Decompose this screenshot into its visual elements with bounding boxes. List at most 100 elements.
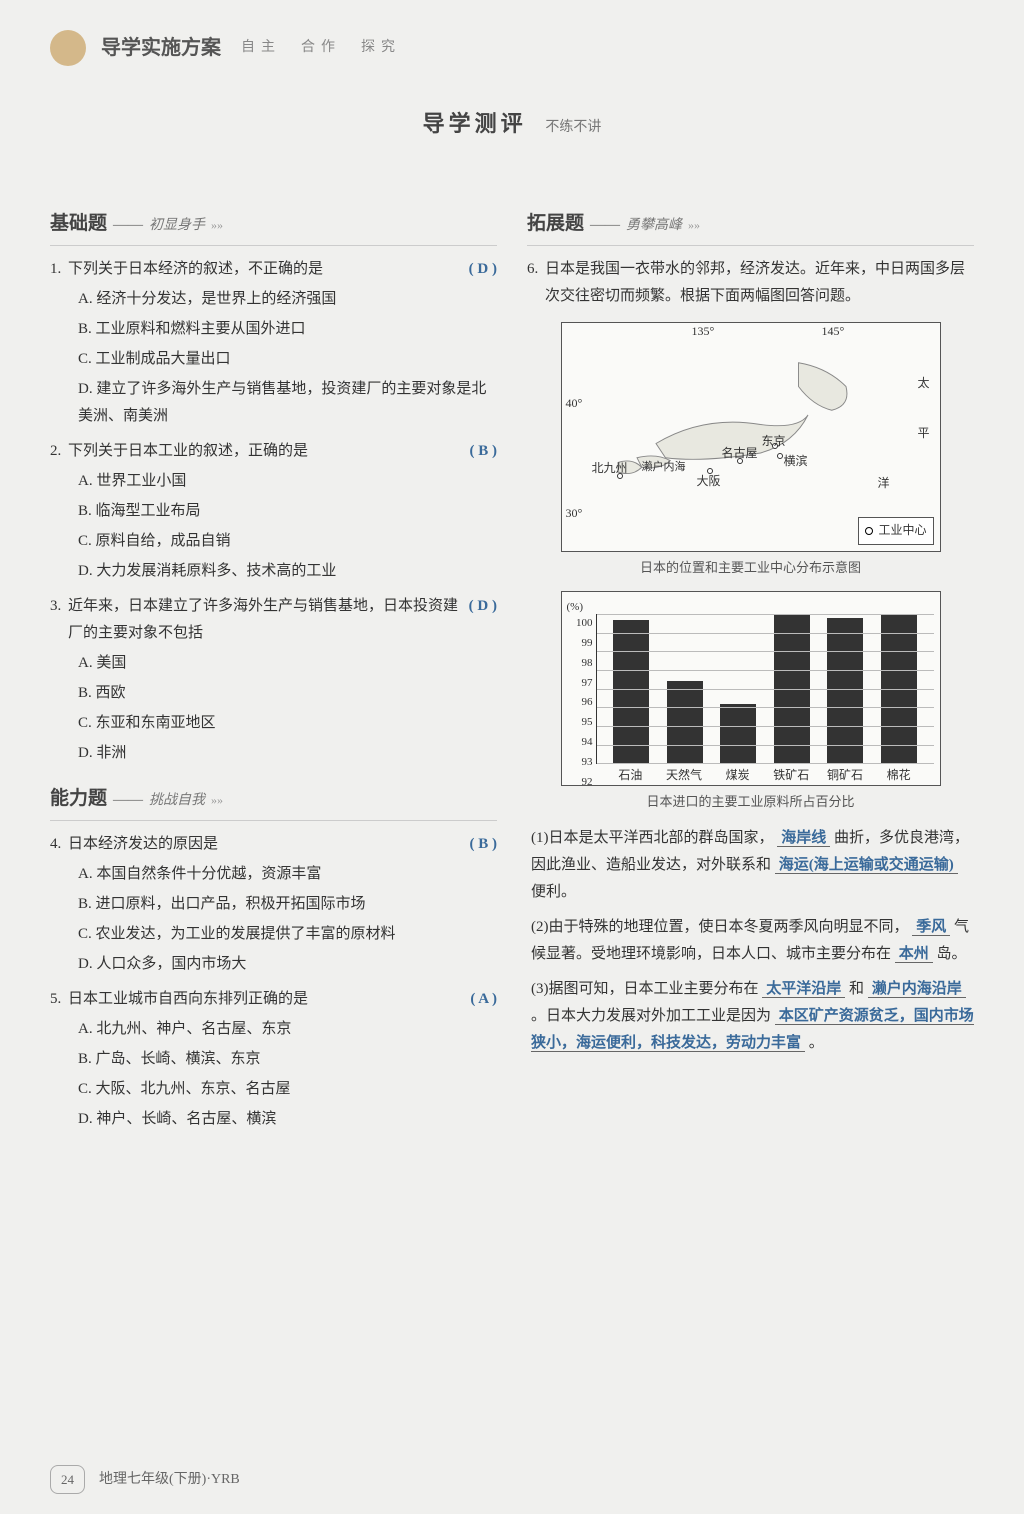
- page-header: 导学实施方案 自主 合作 探究: [50, 30, 974, 66]
- lon-145: 145°: [822, 321, 845, 343]
- seto-sea: 濑户内海: [642, 458, 686, 478]
- q4-opt-d: D. 人口众多，国内市场大: [78, 951, 497, 978]
- subq1-prefix: (1)日本是太平洋西北部的群岛国家，: [531, 830, 774, 846]
- banner-title: 导学测评: [423, 111, 527, 136]
- legend-text: 工业中心: [878, 520, 926, 542]
- subq-2: (2)由于特殊的地理位置，使日本冬夏两季风向明显不同， 季风 气候显著。受地理环…: [527, 914, 974, 968]
- ytick: 99: [569, 634, 593, 654]
- map-figure: 135° 145° 40° 30° 太 平 洋: [527, 322, 974, 579]
- subq1-suffix: 便利。: [531, 884, 576, 900]
- question-2: 2. 下列关于日本工业的叙述，正确的是 ( B ) A. 世界工业小国 B. 临…: [50, 438, 497, 585]
- question-5: 5. 日本工业城市自西向东排列正确的是 ( A ) A. 北九州、神户、名古屋、…: [50, 986, 497, 1133]
- section-extend-head: 拓展题 —— 勇攀高峰 »»: [527, 207, 974, 246]
- q6-stem: 日本是我国一衣带水的邻邦，经济发达。近年来，中日两国多层次交往密切而频繁。根据下…: [545, 256, 974, 310]
- ytick: 92: [569, 773, 593, 793]
- xlabel-1: 天然气: [666, 768, 702, 782]
- subq1-blank1: 海岸线: [777, 830, 830, 847]
- subq3-blank2: 濑户内海沿岸: [868, 981, 966, 998]
- bar-4: [827, 618, 863, 763]
- arrows-icon: »»: [211, 215, 223, 237]
- pacific-1: 太: [917, 373, 929, 395]
- q2-answer: ( B ): [470, 438, 498, 465]
- chart-caption: 日本进口的主要工业原料所占百分比: [527, 790, 974, 813]
- mascot-icon: [50, 30, 86, 66]
- q4-opt-b: B. 进口原料，出口产品，积极开拓国际市场: [78, 891, 497, 918]
- q3-stem: 近年来，日本建立了许多海外生产与销售基地，日本投资建厂的主要对象不包括: [68, 593, 461, 647]
- q5-opt-b: B. 广岛、长崎、横滨、东京: [78, 1046, 497, 1073]
- subq3-suffix: 。: [809, 1035, 824, 1051]
- bar-3: [774, 614, 810, 763]
- xlabel-3: 铁矿石: [773, 768, 809, 782]
- bar-0: [613, 620, 649, 763]
- arrows-icon: »»: [211, 790, 223, 812]
- map-caption: 日本的位置和主要工业中心分布示意图: [527, 556, 974, 579]
- subq-3: (3)据图可知，日本工业主要分布在 太平洋沿岸 和 濑户内海沿岸 。日本大力发展…: [527, 976, 974, 1057]
- q1-num: 1.: [50, 256, 68, 283]
- xlabel-5: 棉花: [881, 768, 917, 782]
- q3-opt-b: B. 西欧: [78, 680, 497, 707]
- ytick: 93: [569, 753, 593, 773]
- question-3: 3. 近年来，日本建立了许多海外生产与销售基地，日本投资建厂的主要对象不包括 (…: [50, 593, 497, 767]
- ytick: 95: [569, 713, 593, 733]
- y-axis-labels: 100 99 98 97 96 95 94 93 92: [569, 614, 593, 763]
- q1-opt-a: A. 经济十分发达，是世界上的经济强国: [78, 286, 497, 313]
- header-title: 导学实施方案: [101, 30, 221, 66]
- lat-40: 40°: [566, 393, 583, 415]
- subq3-mid1: 和: [849, 981, 864, 997]
- q3-opt-c: C. 东亚和东南亚地区: [78, 710, 497, 737]
- xlabel-4: 铜矿石: [827, 768, 863, 782]
- q2-options: A. 世界工业小国 B. 临海型工业布局 C. 原料自给，成品自销 D. 大力发…: [50, 468, 497, 585]
- q5-stem: 日本工业城市自西向东排列正确的是: [68, 986, 462, 1013]
- subq3-prefix: (3)据图可知，日本工业主要分布在: [531, 981, 759, 997]
- ytick: 96: [569, 693, 593, 713]
- subq2-blank1: 季风: [912, 919, 950, 936]
- q5-num: 5.: [50, 986, 68, 1013]
- lon-135: 135°: [692, 321, 715, 343]
- city-nagoya: 名古屋: [722, 443, 758, 465]
- xlabel-2: 煤炭: [720, 768, 756, 782]
- banner-subtitle: 不练不讲: [545, 120, 601, 135]
- subq3-mid2: 。日本大力发展对外加工工业是因为: [531, 1008, 771, 1024]
- q3-answer: ( D ): [469, 593, 497, 620]
- q5-answer: ( A ): [470, 986, 497, 1013]
- japan-map: 135° 145° 40° 30° 太 平 洋: [561, 322, 941, 552]
- section-basic-sub: 初显身手: [149, 213, 205, 238]
- gridline: [597, 763, 934, 764]
- q4-opt-c: C. 农业发达，为工业的发展提供了丰富的原材料: [78, 921, 497, 948]
- section-extend-title: 拓展题: [527, 207, 584, 241]
- city-yokohama: 横滨: [784, 451, 808, 473]
- subq1-blank2: 海运(海上运输或交通运输): [775, 857, 958, 874]
- section-basic-title: 基础题: [50, 207, 107, 241]
- q3-opt-a: A. 美国: [78, 650, 497, 677]
- ytick: 100: [569, 614, 593, 634]
- q4-num: 4.: [50, 831, 68, 858]
- dash: ——: [113, 212, 143, 239]
- q1-stem: 下列关于日本经济的叙述，不正确的是: [68, 256, 461, 283]
- q3-options: A. 美国 B. 西欧 C. 东亚和东南亚地区 D. 非洲: [50, 650, 497, 767]
- pacific-2: 平: [917, 423, 929, 445]
- dash: ——: [113, 787, 143, 814]
- page-number: 24: [50, 1465, 85, 1494]
- q4-options: A. 本国自然条件十分优越，资源丰富 B. 进口原料，出口产品，积极开拓国际市场…: [50, 861, 497, 978]
- bar-5: [881, 614, 917, 763]
- footer-text: 地理七年级(下册)·YRB: [99, 1467, 240, 1492]
- q2-opt-b: B. 临海型工业布局: [78, 498, 497, 525]
- q4-stem: 日本经济发达的原因是: [68, 831, 462, 858]
- q2-opt-d: D. 大力发展消耗原料多、技术高的工业: [78, 558, 497, 585]
- q5-options: A. 北九州、神户、名古屋、东京 B. 广岛、长崎、横滨、东京 C. 大阪、北九…: [50, 1016, 497, 1133]
- q5-opt-c: C. 大阪、北九州、东京、名古屋: [78, 1076, 497, 1103]
- ytick: 98: [569, 654, 593, 674]
- question-4: 4. 日本经济发达的原因是 ( B ) A. 本国自然条件十分优越，资源丰富 B…: [50, 831, 497, 978]
- subq2-suffix: 岛。: [937, 946, 967, 962]
- question-1: 1. 下列关于日本经济的叙述，不正确的是 ( D ) A. 经济十分发达，是世界…: [50, 256, 497, 430]
- legend-dot-icon: [865, 527, 873, 535]
- arrows-icon: »»: [688, 215, 700, 237]
- left-column: 基础题 —— 初显身手 »» 1. 下列关于日本经济的叙述，不正确的是 ( D …: [50, 192, 497, 1141]
- q2-opt-a: A. 世界工业小国: [78, 468, 497, 495]
- city-tokyo: 东京: [762, 431, 786, 453]
- bars-container: [605, 614, 926, 763]
- q1-opt-d: D. 建立了许多海外生产与销售基地，投资建厂的主要对象是北美洲、南美洲: [78, 376, 497, 430]
- q1-opt-b: B. 工业原料和燃料主要从国外进口: [78, 316, 497, 343]
- q5-opt-a: A. 北九州、神户、名古屋、东京: [78, 1016, 497, 1043]
- q3-num: 3.: [50, 593, 68, 620]
